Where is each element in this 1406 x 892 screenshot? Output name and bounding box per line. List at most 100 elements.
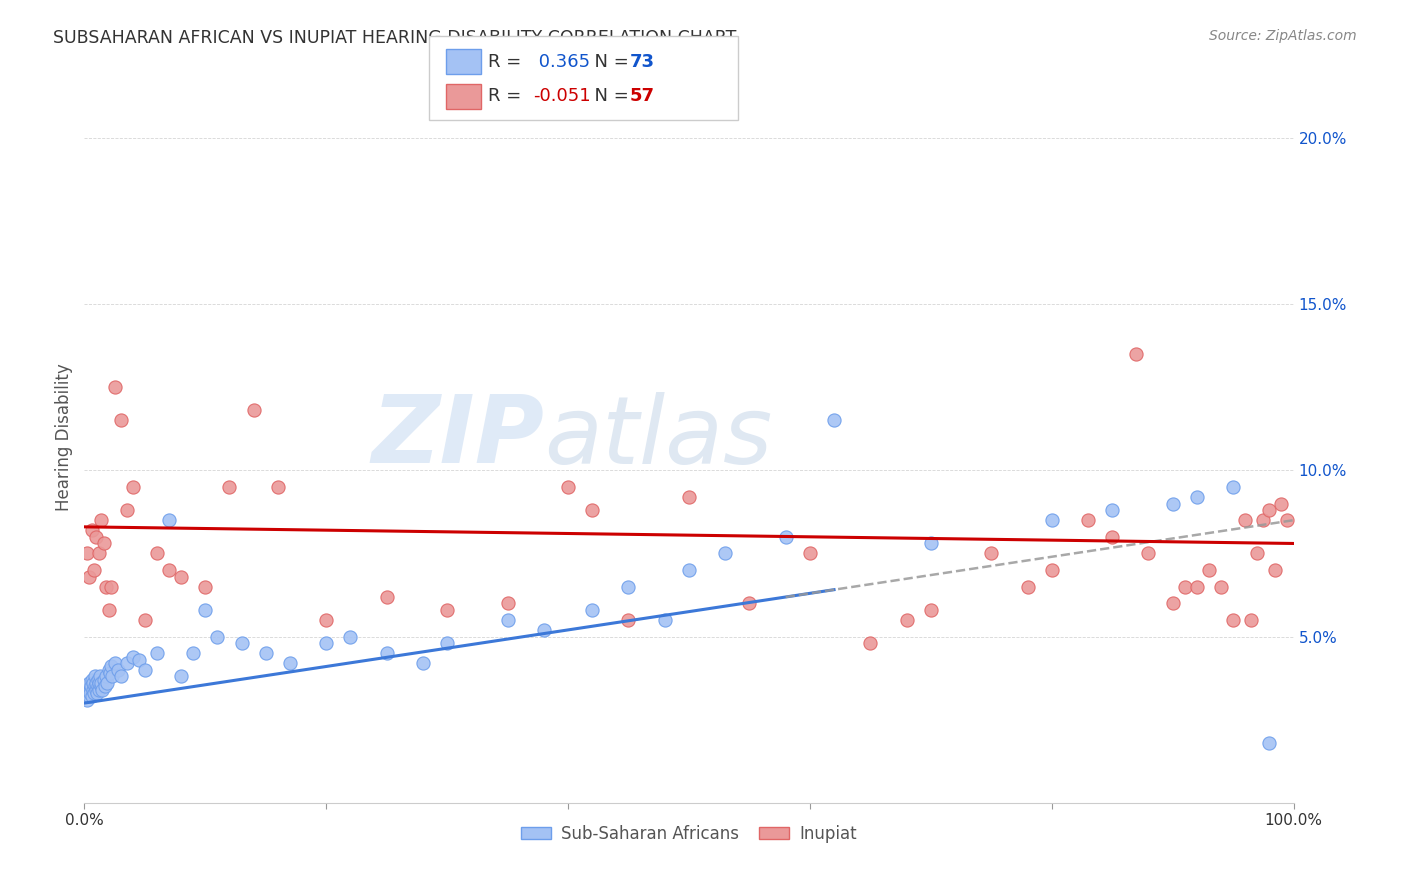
Point [79, 682, 101, 697]
Point [496, 613, 519, 627]
Point [146, 646, 169, 660]
Point [97, 603, 120, 617]
Point [86, 686, 108, 700]
Point [1258, 736, 1281, 750]
Point [115, 656, 138, 670]
Point [339, 630, 361, 644]
Text: SUBSAHARAN AFRICAN VS INUPIAT HEARING DISABILITY CORRELATION CHART: SUBSAHARAN AFRICAN VS INUPIAT HEARING DI… [53, 29, 737, 47]
Point [134, 663, 156, 677]
Point [920, 603, 942, 617]
Point [1240, 613, 1263, 627]
Point [207, 630, 229, 644]
Point [218, 480, 240, 494]
Point [231, 636, 253, 650]
Point [101, 669, 124, 683]
Text: -0.051: -0.051 [533, 87, 591, 105]
Point [557, 480, 579, 494]
Point [1174, 580, 1197, 594]
Point [496, 596, 519, 610]
Point [87, 546, 110, 560]
Point [375, 646, 398, 660]
Text: R =: R = [488, 87, 527, 105]
Point [94, 680, 117, 694]
Point [738, 596, 761, 610]
Point [77, 690, 100, 704]
Point [242, 403, 264, 417]
Point [86, 676, 108, 690]
Point [91, 682, 114, 697]
Point [617, 580, 640, 594]
Point [75, 682, 97, 697]
Point [94, 669, 117, 683]
Point [77, 676, 100, 690]
Point [87, 682, 110, 697]
Point [1277, 513, 1299, 527]
Y-axis label: Hearing Disability: Hearing Disability [55, 363, 73, 511]
Point [170, 570, 193, 584]
Text: 57: 57 [630, 87, 655, 105]
Point [181, 646, 204, 660]
Point [799, 546, 821, 560]
Point [128, 653, 150, 667]
Point [1101, 530, 1123, 544]
Point [83, 563, 105, 577]
Point [315, 636, 337, 650]
Point [80, 690, 103, 704]
Point [89, 669, 111, 683]
Point [84, 680, 107, 694]
Point [1101, 503, 1123, 517]
Point [134, 613, 156, 627]
Point [110, 669, 132, 683]
Point [82, 673, 104, 687]
Point [581, 503, 603, 517]
Point [412, 656, 434, 670]
Point [77, 570, 100, 584]
Point [1253, 513, 1275, 527]
Point [920, 536, 942, 550]
Point [104, 656, 127, 670]
Point [581, 603, 603, 617]
Point [96, 676, 118, 690]
Point [98, 666, 121, 681]
Point [533, 623, 555, 637]
Point [93, 536, 115, 550]
Point [83, 669, 105, 683]
Point [100, 580, 122, 594]
Point [94, 580, 117, 594]
Point [89, 676, 111, 690]
Point [82, 682, 104, 697]
Text: N =: N = [583, 53, 636, 70]
Point [79, 686, 101, 700]
Point [823, 413, 845, 427]
Point [1161, 596, 1184, 610]
Point [1040, 513, 1063, 527]
Point [267, 480, 290, 494]
Point [254, 646, 277, 660]
Point [82, 676, 104, 690]
Point [86, 530, 108, 544]
Point [90, 676, 112, 690]
Point [1017, 580, 1039, 594]
Point [1040, 563, 1063, 577]
Point [170, 669, 193, 683]
Text: Source: ZipAtlas.com: Source: ZipAtlas.com [1209, 29, 1357, 44]
Point [77, 680, 100, 694]
Point [194, 603, 217, 617]
Text: atlas: atlas [544, 392, 772, 483]
Point [654, 613, 676, 627]
Point [617, 613, 640, 627]
Point [104, 380, 127, 394]
Point [1209, 580, 1232, 594]
Point [87, 680, 110, 694]
Point [1185, 580, 1208, 594]
Point [859, 636, 882, 650]
Point [97, 663, 120, 677]
Point [278, 656, 301, 670]
Point [121, 649, 143, 664]
Point [714, 546, 737, 560]
Point [315, 613, 337, 627]
Point [678, 563, 700, 577]
Point [436, 636, 458, 650]
Text: N =: N = [583, 87, 636, 105]
Point [1077, 513, 1099, 527]
